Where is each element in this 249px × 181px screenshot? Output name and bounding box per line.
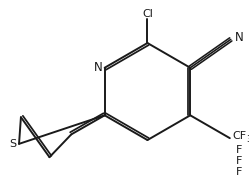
Text: F: F [236,156,243,166]
Text: F: F [236,145,243,155]
Text: F: F [236,167,243,177]
Text: Cl: Cl [142,9,153,20]
Text: CF: CF [233,131,247,141]
Text: N: N [94,61,102,74]
Text: S: S [9,139,16,149]
Text: 3: 3 [246,135,249,144]
Text: N: N [235,31,243,44]
